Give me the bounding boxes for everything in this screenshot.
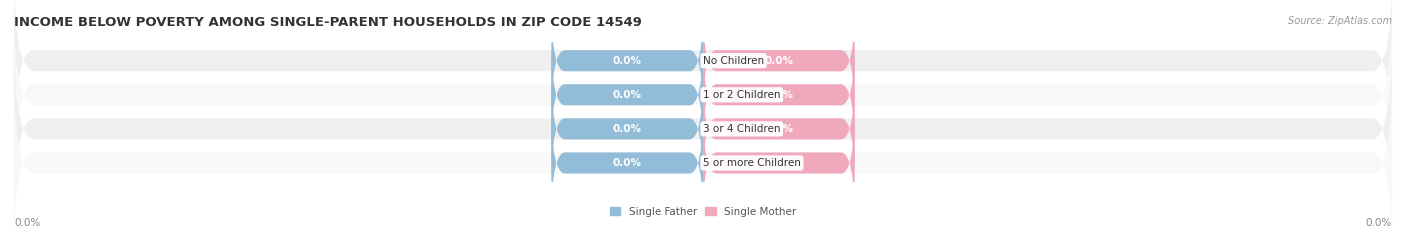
FancyBboxPatch shape <box>551 37 703 152</box>
Text: 0.0%: 0.0% <box>613 158 641 168</box>
FancyBboxPatch shape <box>14 0 1392 152</box>
Text: 0.0%: 0.0% <box>765 124 793 134</box>
Text: 0.0%: 0.0% <box>765 56 793 66</box>
Text: No Children: No Children <box>703 56 763 66</box>
FancyBboxPatch shape <box>14 71 1392 233</box>
FancyBboxPatch shape <box>551 71 703 186</box>
FancyBboxPatch shape <box>703 71 855 186</box>
Text: 0.0%: 0.0% <box>613 90 641 100</box>
Text: 0.0%: 0.0% <box>14 218 41 228</box>
Text: 1 or 2 Children: 1 or 2 Children <box>703 90 780 100</box>
FancyBboxPatch shape <box>703 37 855 152</box>
Legend: Single Father, Single Mother: Single Father, Single Mother <box>606 203 800 221</box>
Text: 0.0%: 0.0% <box>613 124 641 134</box>
FancyBboxPatch shape <box>551 105 703 221</box>
Text: 5 or more Children: 5 or more Children <box>703 158 801 168</box>
Text: 0.0%: 0.0% <box>765 158 793 168</box>
Text: Source: ZipAtlas.com: Source: ZipAtlas.com <box>1288 16 1392 26</box>
FancyBboxPatch shape <box>703 105 855 221</box>
FancyBboxPatch shape <box>14 37 1392 221</box>
Text: 0.0%: 0.0% <box>765 90 793 100</box>
Text: 0.0%: 0.0% <box>1365 218 1392 228</box>
FancyBboxPatch shape <box>14 3 1392 186</box>
Text: INCOME BELOW POVERTY AMONG SINGLE-PARENT HOUSEHOLDS IN ZIP CODE 14549: INCOME BELOW POVERTY AMONG SINGLE-PARENT… <box>14 16 643 29</box>
FancyBboxPatch shape <box>551 3 703 118</box>
Text: 3 or 4 Children: 3 or 4 Children <box>703 124 780 134</box>
Text: 0.0%: 0.0% <box>613 56 641 66</box>
FancyBboxPatch shape <box>703 3 855 118</box>
